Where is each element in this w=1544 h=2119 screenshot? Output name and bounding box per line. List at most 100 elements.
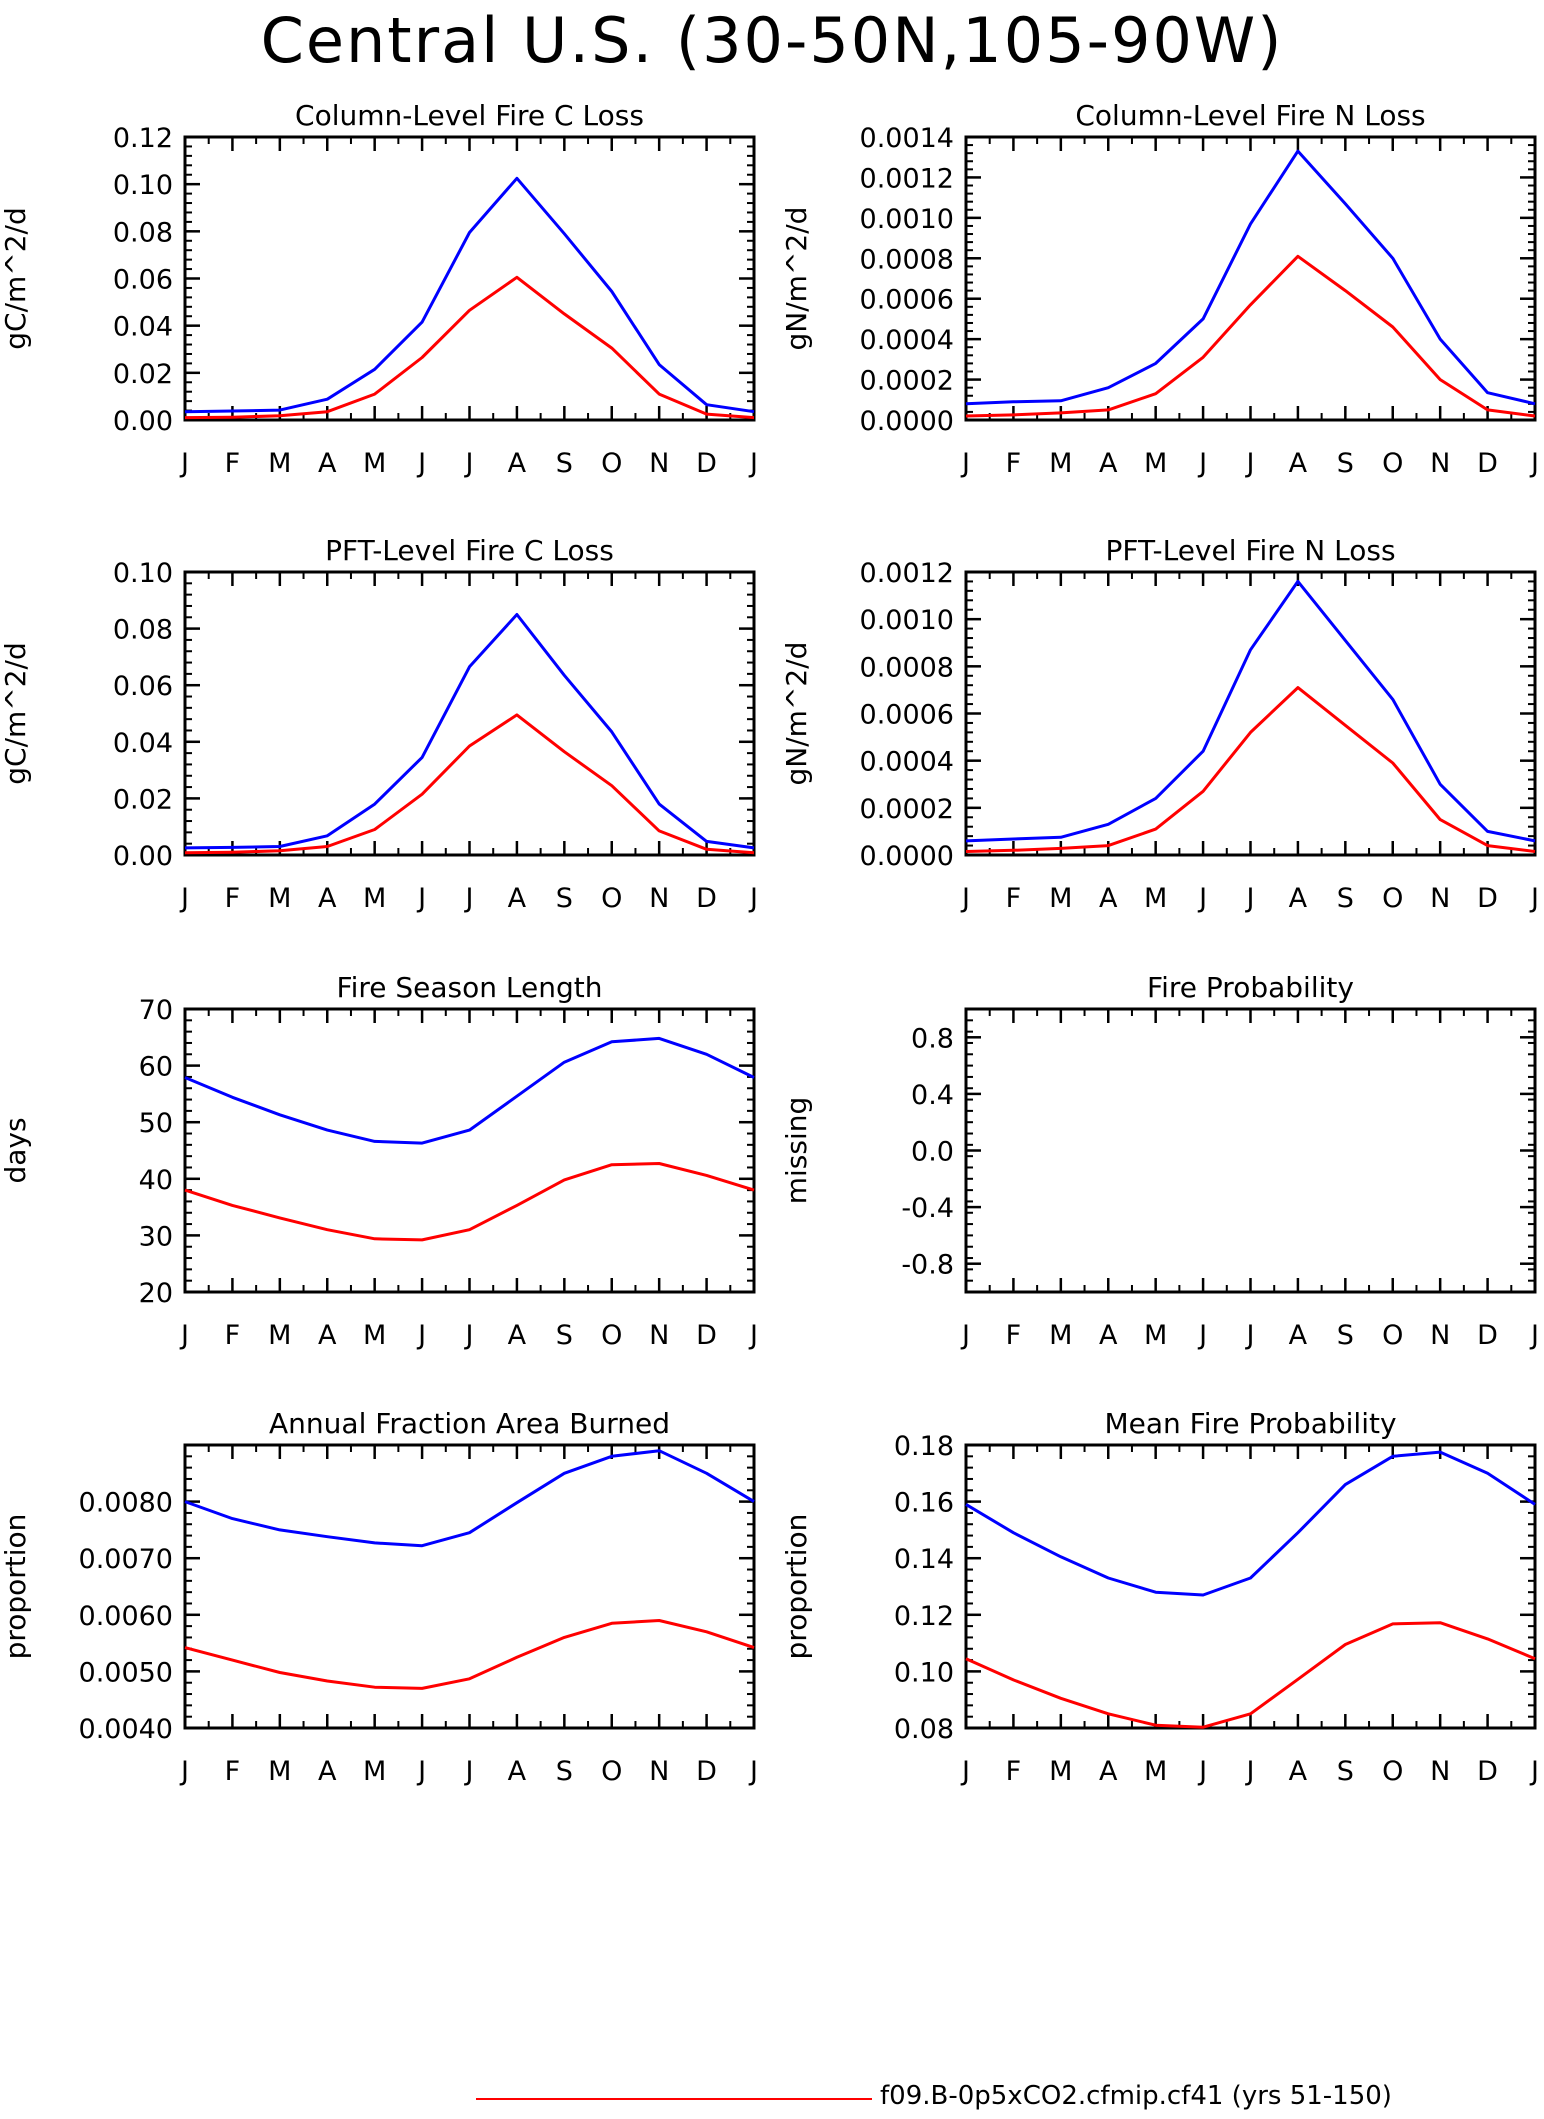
series-line-2 <box>184 1162 755 1242</box>
x-tick-label: A <box>508 448 527 479</box>
x-tick-label: N <box>649 1320 669 1351</box>
series-line-2 <box>965 1621 1536 1729</box>
x-tick-label: O <box>1382 883 1403 914</box>
y-tick-label: 0.10 <box>113 558 173 589</box>
x-tick-label: A <box>1099 448 1118 479</box>
legend-label: f09.B-0p5xCO2.cfmip.cf41 (yrs 51-150) <box>880 2081 1392 2111</box>
plot-frame <box>183 1443 756 1730</box>
series-line-1 <box>965 149 1536 406</box>
x-tick-label: F <box>225 448 241 479</box>
y-tick-label: 0.12 <box>894 1601 954 1632</box>
y-tick-label: 0.8 <box>911 1023 954 1054</box>
x-tick-label: J <box>1197 448 1207 479</box>
panel-title: PFT-Level Fire C Loss <box>325 534 614 567</box>
x-tick-label: A <box>318 883 337 914</box>
y-tick-label: 0.0002 <box>860 366 954 397</box>
panel-title: Mean Fire Probability <box>1104 1407 1396 1440</box>
y-tick-label: 0.08 <box>113 217 173 248</box>
x-tick-label: M <box>268 1320 291 1351</box>
x-tick-label: F <box>1006 883 1022 914</box>
y-tick-label: 0.0008 <box>860 652 954 683</box>
x-tick-label: O <box>601 883 622 914</box>
x-tick-label: J <box>960 883 970 914</box>
x-tick-label: F <box>1006 1756 1022 1787</box>
y-axis-label: gN/m^2/d <box>780 642 813 786</box>
x-tick-label: S <box>1337 1320 1354 1351</box>
panel-column-level-fire-c-loss: J F M A M J J A S O N D J0.000.020.040.060.080.100.1… <box>0 99 758 479</box>
legend-line-swatch <box>476 2098 872 2100</box>
y-tick-label: 0.0 <box>911 1137 954 1168</box>
y-tick-label: 0.0006 <box>860 285 954 316</box>
x-tick-label: J <box>1529 883 1539 914</box>
x-tick-label: M <box>1049 1756 1072 1787</box>
x-tick-label: D <box>1477 1756 1498 1787</box>
x-tick-label: A <box>1289 1756 1308 1787</box>
x-tick-label: J <box>416 883 426 914</box>
x-tick-label: J <box>416 1320 426 1351</box>
x-tick-label: A <box>318 448 337 479</box>
y-tick-label: 0.14 <box>894 1544 954 1575</box>
series-line-1 <box>184 613 755 850</box>
y-tick-label: 0.0080 <box>79 1488 173 1519</box>
x-tick-label: J <box>960 1756 970 1787</box>
x-tick-label: O <box>601 1320 622 1351</box>
x-tick-label: J <box>1529 1756 1539 1787</box>
x-tick-label: J <box>1197 1756 1207 1787</box>
y-tick-label: 0.16 <box>894 1488 954 1519</box>
y-tick-label: 0.0010 <box>860 204 954 235</box>
x-tick-label: A <box>1289 1320 1308 1351</box>
x-tick-label: S <box>556 1320 573 1351</box>
y-tick-label: -0.8 <box>901 1250 954 1281</box>
x-tick-label: J <box>748 1756 758 1787</box>
plot-frame <box>964 1007 1537 1294</box>
x-tick-label: N <box>1430 1320 1450 1351</box>
x-tick-label: J <box>1529 1320 1539 1351</box>
panel-annual-fraction-area-burned: J F M A M J J A S O N D J0.00400.00500.00600.00700.0… <box>0 1407 758 1787</box>
x-tick-label: N <box>1430 883 1450 914</box>
y-tick-label: 0.0000 <box>860 841 954 872</box>
x-tick-label: S <box>556 448 573 479</box>
x-tick-label: J <box>179 1320 189 1351</box>
x-tick-label: A <box>1099 1320 1118 1351</box>
x-tick-label: J <box>748 883 758 914</box>
series-line-1 <box>184 1449 755 1548</box>
y-tick-label: 0.02 <box>113 359 173 390</box>
y-tick-label: 0.04 <box>113 312 173 343</box>
x-tick-label: J <box>960 448 970 479</box>
x-tick-label: M <box>1144 1756 1167 1787</box>
x-tick-label: J <box>1245 1320 1255 1351</box>
x-tick-label: J <box>464 1320 474 1351</box>
y-axis-label: gC/m^2/d <box>0 642 32 785</box>
series-line-1 <box>965 579 1536 843</box>
x-tick-label: J <box>464 448 474 479</box>
x-tick-label: M <box>1049 883 1072 914</box>
y-tick-label: 0.0070 <box>79 1544 173 1575</box>
y-axis-label: missing <box>780 1097 813 1205</box>
x-tick-label: M <box>363 883 386 914</box>
y-tick-label: 0.12 <box>113 123 173 154</box>
series-line-1 <box>184 1036 755 1145</box>
plot-frame <box>183 1007 756 1294</box>
y-tick-label: 0.0008 <box>860 244 954 275</box>
series-line-2 <box>184 713 755 855</box>
x-tick-label: N <box>1430 448 1450 479</box>
x-tick-label: D <box>696 1756 717 1787</box>
y-tick-label: 50 <box>139 1108 173 1139</box>
x-tick-label: S <box>1337 883 1354 914</box>
y-tick-label: 0.08 <box>894 1714 954 1745</box>
y-tick-label: 0.0004 <box>860 747 954 778</box>
x-tick-label: N <box>649 883 669 914</box>
plot-frame <box>964 135 1537 422</box>
y-tick-label: 0.00 <box>113 841 173 872</box>
plot-frame <box>964 1443 1537 1730</box>
x-tick-label: A <box>1289 883 1308 914</box>
x-tick-label: J <box>1245 448 1255 479</box>
x-tick-label: N <box>1430 1756 1450 1787</box>
x-tick-label: S <box>1337 1756 1354 1787</box>
x-tick-label: S <box>556 883 573 914</box>
x-tick-label: J <box>1197 883 1207 914</box>
x-tick-label: J <box>1197 1320 1207 1351</box>
